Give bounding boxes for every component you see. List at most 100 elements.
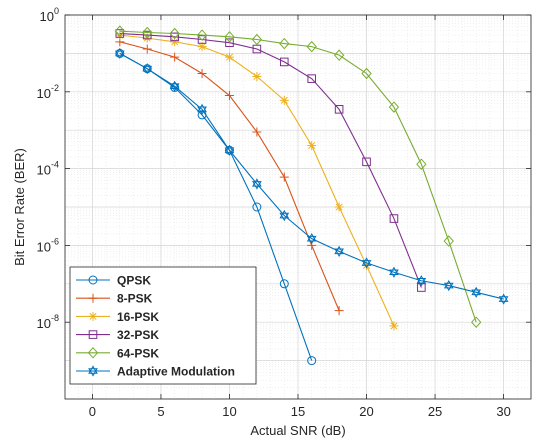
data-point — [443, 235, 454, 247]
data-point — [389, 266, 399, 276]
data-point — [307, 74, 317, 83]
x-tick-label: 5 — [157, 404, 164, 419]
data-point — [115, 29, 125, 38]
data-point — [88, 330, 98, 339]
data-point — [471, 289, 482, 298]
series-layer — [114, 25, 509, 366]
legend-entry: 64-PSK — [76, 346, 159, 360]
x-axis-label: Actual SNR (dB) — [250, 423, 345, 438]
legend-entry: QPSK — [76, 274, 151, 288]
legend-label: 8-PSK — [117, 292, 153, 306]
data-point — [114, 25, 125, 37]
data-point — [279, 37, 290, 50]
data-point — [87, 347, 99, 359]
data-point — [416, 277, 427, 287]
data-point — [279, 57, 289, 67]
data-point — [361, 67, 372, 80]
data-point — [252, 181, 262, 190]
data-point — [307, 140, 317, 150]
legend-label: QPSK — [117, 274, 151, 288]
data-point — [334, 202, 344, 212]
data-point — [142, 26, 153, 39]
data-point — [170, 52, 180, 62]
series-line-32-psk — [119, 32, 422, 288]
data-point — [88, 311, 98, 321]
legend-entry: 8-PSK — [76, 292, 153, 306]
series-line-adaptive-modulation — [119, 52, 504, 300]
data-point — [334, 306, 344, 316]
legend-entry: Adaptive Modulation — [76, 365, 235, 379]
data-point — [197, 42, 207, 52]
data-point — [306, 40, 317, 53]
x-tick-label: 20 — [359, 404, 373, 419]
data-point — [88, 275, 98, 285]
data-point — [279, 212, 290, 222]
data-point — [142, 30, 152, 40]
data-point — [333, 49, 345, 61]
data-point — [224, 52, 234, 62]
data-point — [279, 209, 290, 219]
legend-label: Adaptive Modulation — [117, 365, 235, 379]
data-point — [224, 147, 235, 156]
data-point — [471, 316, 482, 328]
y-axis-label: Bit Error Rate (BER) — [12, 148, 27, 266]
y-tick-label: 10-6 — [37, 236, 59, 254]
x-tick-label: 10 — [222, 404, 236, 419]
data-point — [416, 158, 427, 170]
data-point — [443, 282, 454, 292]
data-point — [389, 269, 399, 278]
data-point — [197, 68, 207, 78]
x-tick-label: 30 — [496, 404, 510, 419]
data-point — [252, 127, 262, 137]
data-point — [417, 283, 426, 292]
data-point — [471, 286, 482, 296]
x-tick-label: 15 — [291, 404, 305, 419]
data-point — [279, 95, 289, 105]
data-point — [252, 178, 262, 187]
ticks: 0 5 10 15 20 25 30 100 10-2 10-4 10-6 10-8 — [37, 6, 531, 419]
data-point — [197, 106, 207, 115]
data-point — [114, 50, 125, 59]
data-point — [334, 245, 344, 255]
y-tick-label: 10-2 — [37, 83, 59, 101]
data-point — [361, 260, 372, 269]
data-point — [169, 80, 180, 89]
data-point — [88, 293, 98, 303]
legend-box — [69, 266, 257, 385]
data-point — [498, 293, 509, 302]
data-point — [252, 72, 262, 82]
data-point — [388, 101, 400, 113]
data-point — [306, 233, 317, 242]
data-point — [334, 248, 344, 257]
legend: QPSK 8-PSK 16-PSK 32-PSK 64-PSK Adaptive Modu… — [69, 266, 257, 385]
data-point — [279, 172, 289, 182]
data-point — [142, 65, 153, 75]
data-point — [170, 37, 180, 47]
legend-label: 16-PSK — [117, 310, 159, 324]
y-tick-label: 10-8 — [37, 313, 59, 331]
data-point — [88, 368, 98, 377]
series-64-psk — [114, 25, 482, 328]
data-point — [225, 38, 234, 47]
x-tick-label: 25 — [428, 404, 442, 419]
data-point — [306, 235, 317, 245]
data-point — [307, 356, 317, 366]
y-tick-label: 10-4 — [37, 160, 59, 178]
data-point — [361, 257, 372, 266]
data-point — [224, 91, 234, 101]
data-point — [142, 44, 152, 54]
data-point — [498, 296, 509, 305]
data-point — [196, 29, 208, 41]
series-adaptive-modulation — [114, 47, 509, 305]
data-point — [224, 31, 235, 43]
legend-label: 64-PSK — [117, 346, 159, 360]
data-point — [197, 35, 207, 44]
data-point — [416, 275, 427, 284]
legend-entry: 32-PSK — [76, 328, 159, 342]
legend-entry: 16-PSK — [76, 310, 159, 324]
data-point — [142, 63, 153, 72]
data-point — [169, 83, 180, 92]
data-point — [197, 103, 207, 113]
data-point — [251, 33, 263, 46]
